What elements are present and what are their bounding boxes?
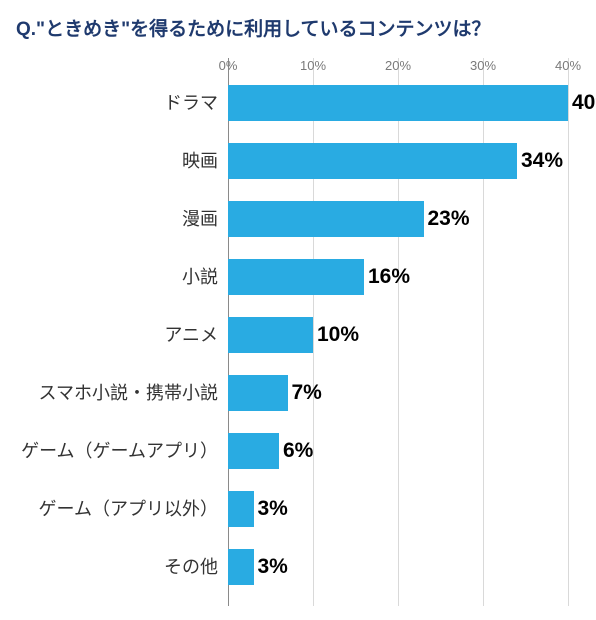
axis-tick-label: 20% bbox=[385, 58, 411, 73]
value-label: 7% bbox=[292, 372, 322, 414]
value-label: 16% bbox=[368, 256, 410, 298]
axis-tick-label: 30% bbox=[470, 58, 496, 73]
bar-row: アニメ 10% bbox=[0, 314, 596, 356]
value-label: 23% bbox=[428, 198, 470, 240]
category-label: 漫画 bbox=[0, 198, 218, 240]
bar-row: ゲーム（ゲームアプリ） 6% bbox=[0, 430, 596, 472]
value-label: 6% bbox=[283, 430, 313, 472]
bar-row: その他 3% bbox=[0, 546, 596, 588]
chart-title: Q."ときめき"を得るために利用しているコンテンツは？ bbox=[16, 14, 491, 41]
bar-row: スマホ小説・携帯小説 7% bbox=[0, 372, 596, 414]
bar bbox=[228, 549, 254, 585]
bar-row: ゲーム（アプリ以外） 3% bbox=[0, 488, 596, 530]
bar bbox=[228, 433, 279, 469]
axis-tick-label: 10% bbox=[300, 58, 326, 73]
category-label: その他 bbox=[0, 546, 218, 588]
bar bbox=[228, 201, 424, 237]
value-label: 3% bbox=[258, 546, 288, 588]
bar bbox=[228, 143, 517, 179]
bar bbox=[228, 85, 568, 121]
bar-row: 漫画 23% bbox=[0, 198, 596, 240]
value-label: 40% bbox=[572, 82, 596, 124]
value-label: 10% bbox=[317, 314, 359, 356]
category-label: ゲーム（アプリ以外） bbox=[0, 488, 218, 530]
category-label: アニメ bbox=[0, 314, 218, 356]
bar bbox=[228, 259, 364, 295]
bar-row: 小説 16% bbox=[0, 256, 596, 298]
category-label: ドラマ bbox=[0, 82, 218, 124]
category-label: 映画 bbox=[0, 140, 218, 182]
bar bbox=[228, 317, 313, 353]
value-label: 3% bbox=[258, 488, 288, 530]
bar-row: 映画 34% bbox=[0, 140, 596, 182]
axis-tick-label: 40% bbox=[555, 58, 581, 73]
axis-tick-label: 0% bbox=[219, 58, 238, 73]
bar bbox=[228, 491, 254, 527]
value-label: 34% bbox=[521, 140, 563, 182]
category-label: ゲーム（ゲームアプリ） bbox=[0, 430, 218, 472]
bar-row: ドラマ 40% bbox=[0, 82, 596, 124]
category-label: スマホ小説・携帯小説 bbox=[0, 372, 218, 414]
category-label: 小説 bbox=[0, 256, 218, 298]
bar bbox=[228, 375, 288, 411]
